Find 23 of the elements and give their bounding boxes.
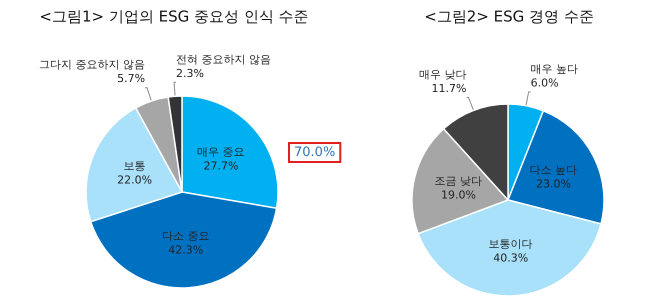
data-label: 27.7% bbox=[204, 160, 238, 173]
slice-label: 매우 높다 bbox=[530, 62, 578, 76]
slice-label: 다소 높다 bbox=[530, 163, 578, 176]
slice-label: 다소 중요 bbox=[162, 229, 210, 242]
slice-label: 매우 낮다 bbox=[418, 68, 466, 81]
slice-label: 보통 bbox=[124, 160, 146, 173]
data-label: 5.7% bbox=[117, 72, 146, 86]
data-label: 11.7% bbox=[432, 82, 466, 95]
data-label: 23.0% bbox=[536, 177, 571, 190]
data-label: 22.0% bbox=[117, 174, 152, 187]
slice-label: 전혀 중요하지 않음 bbox=[176, 52, 272, 66]
data-label: 6.0% bbox=[530, 76, 559, 90]
text: 70.0% bbox=[294, 145, 336, 160]
slice-label: 그다지 중요하지 않음 bbox=[39, 58, 146, 72]
chart-title: <그림1> 기업의 ESG 중요성 인식 수준 bbox=[39, 8, 309, 26]
chart-title: <그림2> ESG 경영 수준 bbox=[424, 8, 594, 26]
data-label: 2.3% bbox=[176, 66, 204, 80]
data-label: 19.0% bbox=[440, 188, 476, 202]
data-label: 42.3% bbox=[168, 243, 204, 256]
slice-label: 보통이다 bbox=[488, 237, 533, 250]
slice-label: 매우 중요 bbox=[197, 146, 245, 159]
data-label: 40.3% bbox=[493, 251, 528, 264]
slice-label: 조금 낮다 bbox=[434, 174, 482, 188]
